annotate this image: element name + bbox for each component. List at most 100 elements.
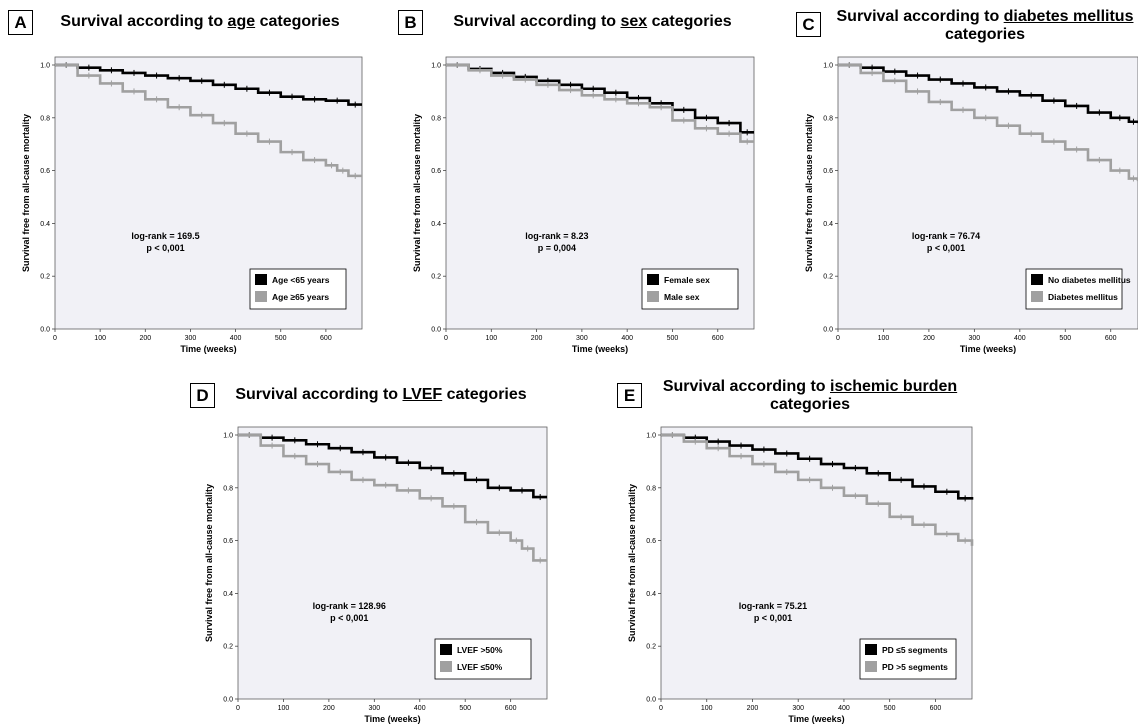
y-tick-label: 1.0 (431, 63, 441, 70)
title-prefix: Survival according to (60, 13, 228, 30)
panel-letter: C (796, 12, 821, 37)
title-prefix: Survival according to (235, 386, 403, 403)
y-tick-label: 1.0 (223, 433, 233, 440)
y-tick-label: 0.0 (646, 697, 656, 704)
legend-label: Female sex (664, 275, 710, 285)
x-axis-label: Time (weeks) (572, 344, 628, 354)
legend-swatch (440, 644, 452, 655)
x-tick-label: 0 (836, 335, 840, 342)
legend-label: Diabetes mellitus (1048, 292, 1118, 302)
y-tick-label: 0.4 (431, 221, 441, 228)
title-suffix: categories (769, 396, 851, 413)
title-prefix: Survival according to (836, 8, 1004, 25)
title-suffix: categories (944, 26, 1026, 43)
p-value-label: p < 0,001 (927, 243, 965, 253)
log-rank-label: log-rank = 169.5 (131, 231, 199, 241)
x-tick-label: 400 (621, 335, 633, 342)
panel-letter: D (190, 383, 215, 408)
y-tick-label: 0.6 (40, 168, 50, 175)
y-tick-label: 0.2 (823, 274, 833, 281)
legend-swatch (647, 274, 659, 285)
log-rank-label: log-rank = 75.21 (739, 601, 807, 611)
chart-title: Survival according to ischemic burden ca… (650, 378, 970, 414)
x-tick-label: 400 (1014, 335, 1026, 342)
x-axis-label: Time (weeks) (788, 714, 844, 724)
title-suffix: categories (647, 13, 732, 30)
x-tick-label: 300 (576, 335, 588, 342)
x-tick-label: 0 (659, 705, 663, 712)
y-tick-label: 0.8 (646, 485, 656, 492)
legend-label: PD ≤5 segments (882, 645, 948, 655)
legend-swatch (1031, 274, 1043, 285)
legend-box (641, 268, 739, 310)
y-axis-label: Survival free from all-cause mortality (412, 114, 422, 272)
y-tick-label: 0.2 (40, 274, 50, 281)
log-rank-label: log-rank = 128.96 (313, 601, 386, 611)
title-prefix: Survival according to (662, 378, 830, 395)
x-tick-label: 100 (485, 335, 497, 342)
y-tick-label: 0.8 (431, 115, 441, 122)
p-value-label: p = 0,004 (538, 243, 576, 253)
legend-swatch (255, 291, 267, 302)
legend-label: Age ≥65 years (272, 292, 329, 302)
x-tick-label: 200 (531, 335, 543, 342)
title-suffix: categories (442, 386, 527, 403)
y-tick-label: 0.0 (223, 697, 233, 704)
title-underlined: ischemic burden (830, 378, 958, 395)
title-underlined: sex (620, 13, 648, 30)
legend-swatch (255, 274, 267, 285)
x-tick-label: 500 (275, 335, 287, 342)
x-tick-label: 0 (444, 335, 448, 342)
x-axis-label: Time (weeks) (364, 714, 420, 724)
x-tick-label: 100 (278, 705, 290, 712)
x-tick-label: 100 (701, 705, 713, 712)
y-tick-label: 0.0 (431, 327, 441, 334)
y-tick-label: 1.0 (823, 63, 833, 70)
x-axis-label: Time (weeks) (960, 344, 1016, 354)
panel-letter: B (398, 10, 423, 35)
x-axis-label: Time (weeks) (180, 344, 236, 354)
x-tick-label: 0 (53, 335, 57, 342)
chart-title: Survival according to age categories (40, 13, 360, 31)
x-tick-label: 200 (747, 705, 759, 712)
legend-swatch (865, 644, 877, 655)
x-tick-label: 600 (505, 705, 517, 712)
y-tick-label: 0.8 (823, 115, 833, 122)
y-tick-label: 0.8 (40, 115, 50, 122)
x-tick-label: 300 (368, 705, 380, 712)
p-value-label: p < 0,001 (146, 243, 184, 253)
y-tick-label: 1.0 (40, 63, 50, 70)
log-rank-label: log-rank = 76.74 (912, 231, 980, 241)
title-underlined: LVEF (402, 386, 443, 403)
y-tick-label: 0.6 (223, 538, 233, 545)
legend-swatch (647, 291, 659, 302)
x-tick-label: 100 (94, 335, 106, 342)
y-tick-label: 0.6 (431, 168, 441, 175)
legend-label: LVEF ≤50% (457, 662, 503, 672)
y-axis-label: Survival free from all-cause mortality (627, 484, 637, 642)
x-tick-label: 500 (667, 335, 679, 342)
x-tick-label: 0 (236, 705, 240, 712)
km-curve-reference (661, 433, 974, 500)
x-tick-label: 400 (230, 335, 242, 342)
x-tick-label: 400 (414, 705, 426, 712)
legend-label: Age <65 years (272, 275, 330, 285)
km-curve-reference (838, 63, 1138, 124)
x-tick-label: 500 (459, 705, 471, 712)
chart-title: Survival according to sex categories (430, 13, 755, 31)
chart-title: Survival according to LVEF categories (222, 386, 540, 404)
y-tick-label: 0.2 (223, 644, 233, 651)
chart-title: Survival according to diabetes mellitus … (830, 8, 1138, 44)
x-tick-label: 600 (1105, 335, 1117, 342)
x-tick-label: 200 (139, 335, 151, 342)
y-axis-label: Survival free from all-cause mortality (21, 114, 31, 272)
panel-letter: A (8, 10, 33, 35)
km-curve-comparison (661, 433, 974, 546)
y-axis-label: Survival free from all-cause mortality (804, 114, 814, 272)
legend-label: LVEF >50% (457, 645, 503, 655)
legend-swatch (865, 661, 877, 672)
x-tick-label: 600 (930, 705, 942, 712)
x-tick-label: 600 (712, 335, 724, 342)
y-tick-label: 0.0 (823, 327, 833, 334)
p-value-label: p < 0,001 (330, 613, 368, 623)
